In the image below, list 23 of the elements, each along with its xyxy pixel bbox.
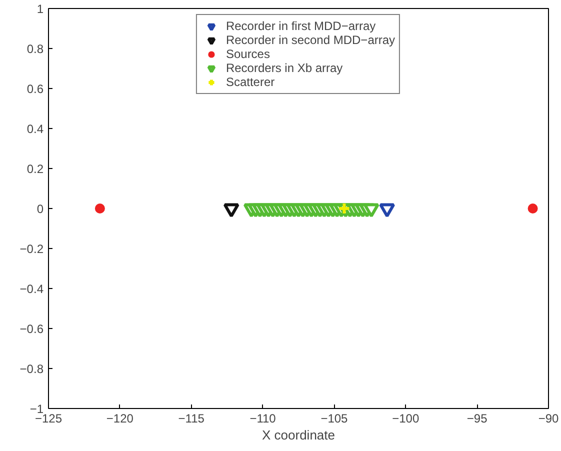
x-tick-label: −100 bbox=[392, 412, 420, 426]
x-tick-label: −110 bbox=[250, 412, 276, 426]
y-tick-label: −0.4 bbox=[20, 282, 44, 296]
y-tick-label: 0 bbox=[36, 202, 44, 216]
y-tick-label: 0.2 bbox=[26, 162, 44, 176]
y-tick-label: −0.6 bbox=[20, 322, 44, 336]
legend-label: Scatterer bbox=[226, 75, 275, 89]
x-tick-label: −90 bbox=[538, 412, 560, 426]
x-tick-label: −120 bbox=[106, 412, 134, 426]
legend-label: Recorder in second MDD−array bbox=[226, 33, 396, 47]
x-tick-label: −105 bbox=[320, 412, 348, 426]
legend-label: Recorders in Xb array bbox=[226, 61, 343, 75]
y-tick-label: 1 bbox=[36, 2, 44, 16]
x-tick-label: −95 bbox=[466, 412, 488, 426]
y-tick-label: 0.8 bbox=[26, 42, 44, 56]
legend-label: Sources bbox=[226, 47, 270, 61]
x-axis-title: X coordinate bbox=[262, 428, 336, 442]
x-tick-label: −115 bbox=[178, 412, 205, 426]
y-tick-label: −0.2 bbox=[20, 242, 44, 256]
y-tick-label: −0.8 bbox=[20, 362, 44, 376]
legend-label: Recorder in first MDD−array bbox=[226, 19, 376, 33]
y-tick-label: 0.6 bbox=[26, 82, 44, 96]
y-tick-label: 0.4 bbox=[26, 122, 44, 136]
